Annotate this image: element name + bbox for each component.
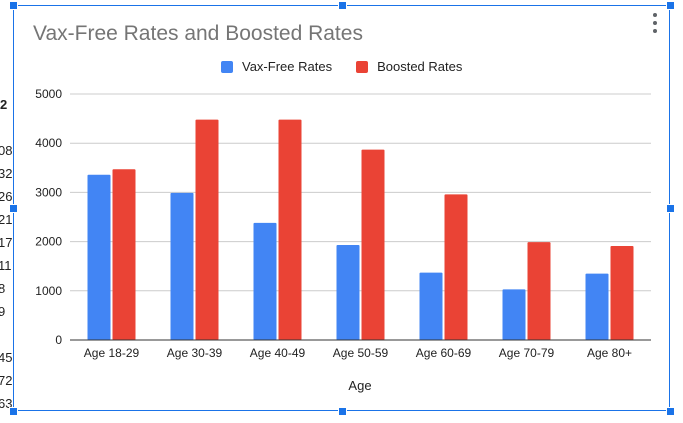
spreadsheet-cell-fragment: 26 bbox=[0, 189, 13, 204]
bar-vax-free[interactable] bbox=[170, 192, 194, 340]
y-tick-label: 2000 bbox=[35, 235, 62, 249]
resize-handle-left[interactable] bbox=[9, 204, 18, 213]
y-tick-label: 4000 bbox=[35, 136, 62, 150]
bar-boosted[interactable] bbox=[361, 149, 385, 340]
bar-boosted[interactable] bbox=[112, 169, 136, 340]
legend-swatch-boosted bbox=[356, 60, 369, 73]
bar-vax-free[interactable] bbox=[87, 174, 111, 340]
resize-handle-right[interactable] bbox=[666, 204, 675, 213]
bar-vax-free[interactable] bbox=[336, 245, 360, 340]
chart-title: Vax-Free Rates and Boosted Rates bbox=[33, 22, 363, 45]
spreadsheet-cell-fragment: 2 bbox=[0, 97, 8, 112]
y-tick-label: 5000 bbox=[35, 87, 62, 101]
resize-handle-top-left[interactable] bbox=[9, 1, 18, 10]
legend-label-vax-free: Vax-Free Rates bbox=[242, 59, 333, 74]
bar-boosted[interactable] bbox=[444, 194, 468, 340]
more-vert-icon[interactable] bbox=[652, 13, 658, 33]
x-tick-label: Age 70-79 bbox=[499, 346, 555, 360]
spreadsheet-cell-fragment: 45 bbox=[0, 350, 13, 365]
resize-handle-top-right[interactable] bbox=[666, 1, 675, 10]
spreadsheet-cell-fragment: 11 bbox=[0, 258, 12, 273]
bar-boosted[interactable] bbox=[610, 246, 634, 340]
bar-boosted[interactable] bbox=[195, 119, 219, 340]
spreadsheet-cell-fragment: 21 bbox=[0, 212, 13, 227]
bar-boosted[interactable] bbox=[278, 119, 302, 340]
resize-handle-bottom[interactable] bbox=[338, 407, 347, 416]
legend-label-boosted: Boosted Rates bbox=[377, 59, 463, 74]
resize-handle-bottom-right[interactable] bbox=[666, 407, 675, 416]
chart-legend: Vax-Free Rates Boosted Rates bbox=[221, 59, 486, 74]
bar-vax-free[interactable] bbox=[502, 289, 526, 340]
y-tick-label: 1000 bbox=[35, 284, 62, 298]
spreadsheet-cell-fragment: 32 bbox=[0, 166, 13, 181]
legend-item-vax-free: Vax-Free Rates bbox=[221, 59, 332, 74]
bar-boosted[interactable] bbox=[527, 242, 551, 340]
spreadsheet-cell-fragment: 72 bbox=[0, 373, 13, 388]
x-axis-title: Age bbox=[348, 378, 371, 393]
x-tick-label: Age 18-29 bbox=[84, 346, 140, 360]
x-tick-label: Age 30-39 bbox=[167, 346, 223, 360]
bar-vax-free[interactable] bbox=[253, 222, 277, 340]
y-tick-label: 0 bbox=[55, 333, 62, 347]
spreadsheet-cell-fragment: 8 bbox=[0, 281, 6, 296]
spreadsheet-cell-fragment: 08 bbox=[0, 143, 13, 158]
y-tick-label: 3000 bbox=[35, 185, 62, 199]
resize-handle-top[interactable] bbox=[338, 1, 347, 10]
bar-vax-free[interactable] bbox=[419, 272, 443, 340]
x-tick-label: Age 40-49 bbox=[250, 346, 306, 360]
spreadsheet-cell-fragment: 17 bbox=[0, 235, 13, 250]
bar-vax-free[interactable] bbox=[585, 273, 609, 340]
x-tick-label: Age 50-59 bbox=[333, 346, 389, 360]
resize-handle-bottom-left[interactable] bbox=[9, 407, 18, 416]
spreadsheet-cell-fragment: 9 bbox=[0, 304, 6, 319]
x-tick-label: Age 60-69 bbox=[416, 346, 472, 360]
x-tick-label: Age 80+ bbox=[587, 346, 632, 360]
legend-swatch-vax-free bbox=[221, 60, 233, 73]
legend-item-boosted: Boosted Rates bbox=[356, 59, 462, 74]
